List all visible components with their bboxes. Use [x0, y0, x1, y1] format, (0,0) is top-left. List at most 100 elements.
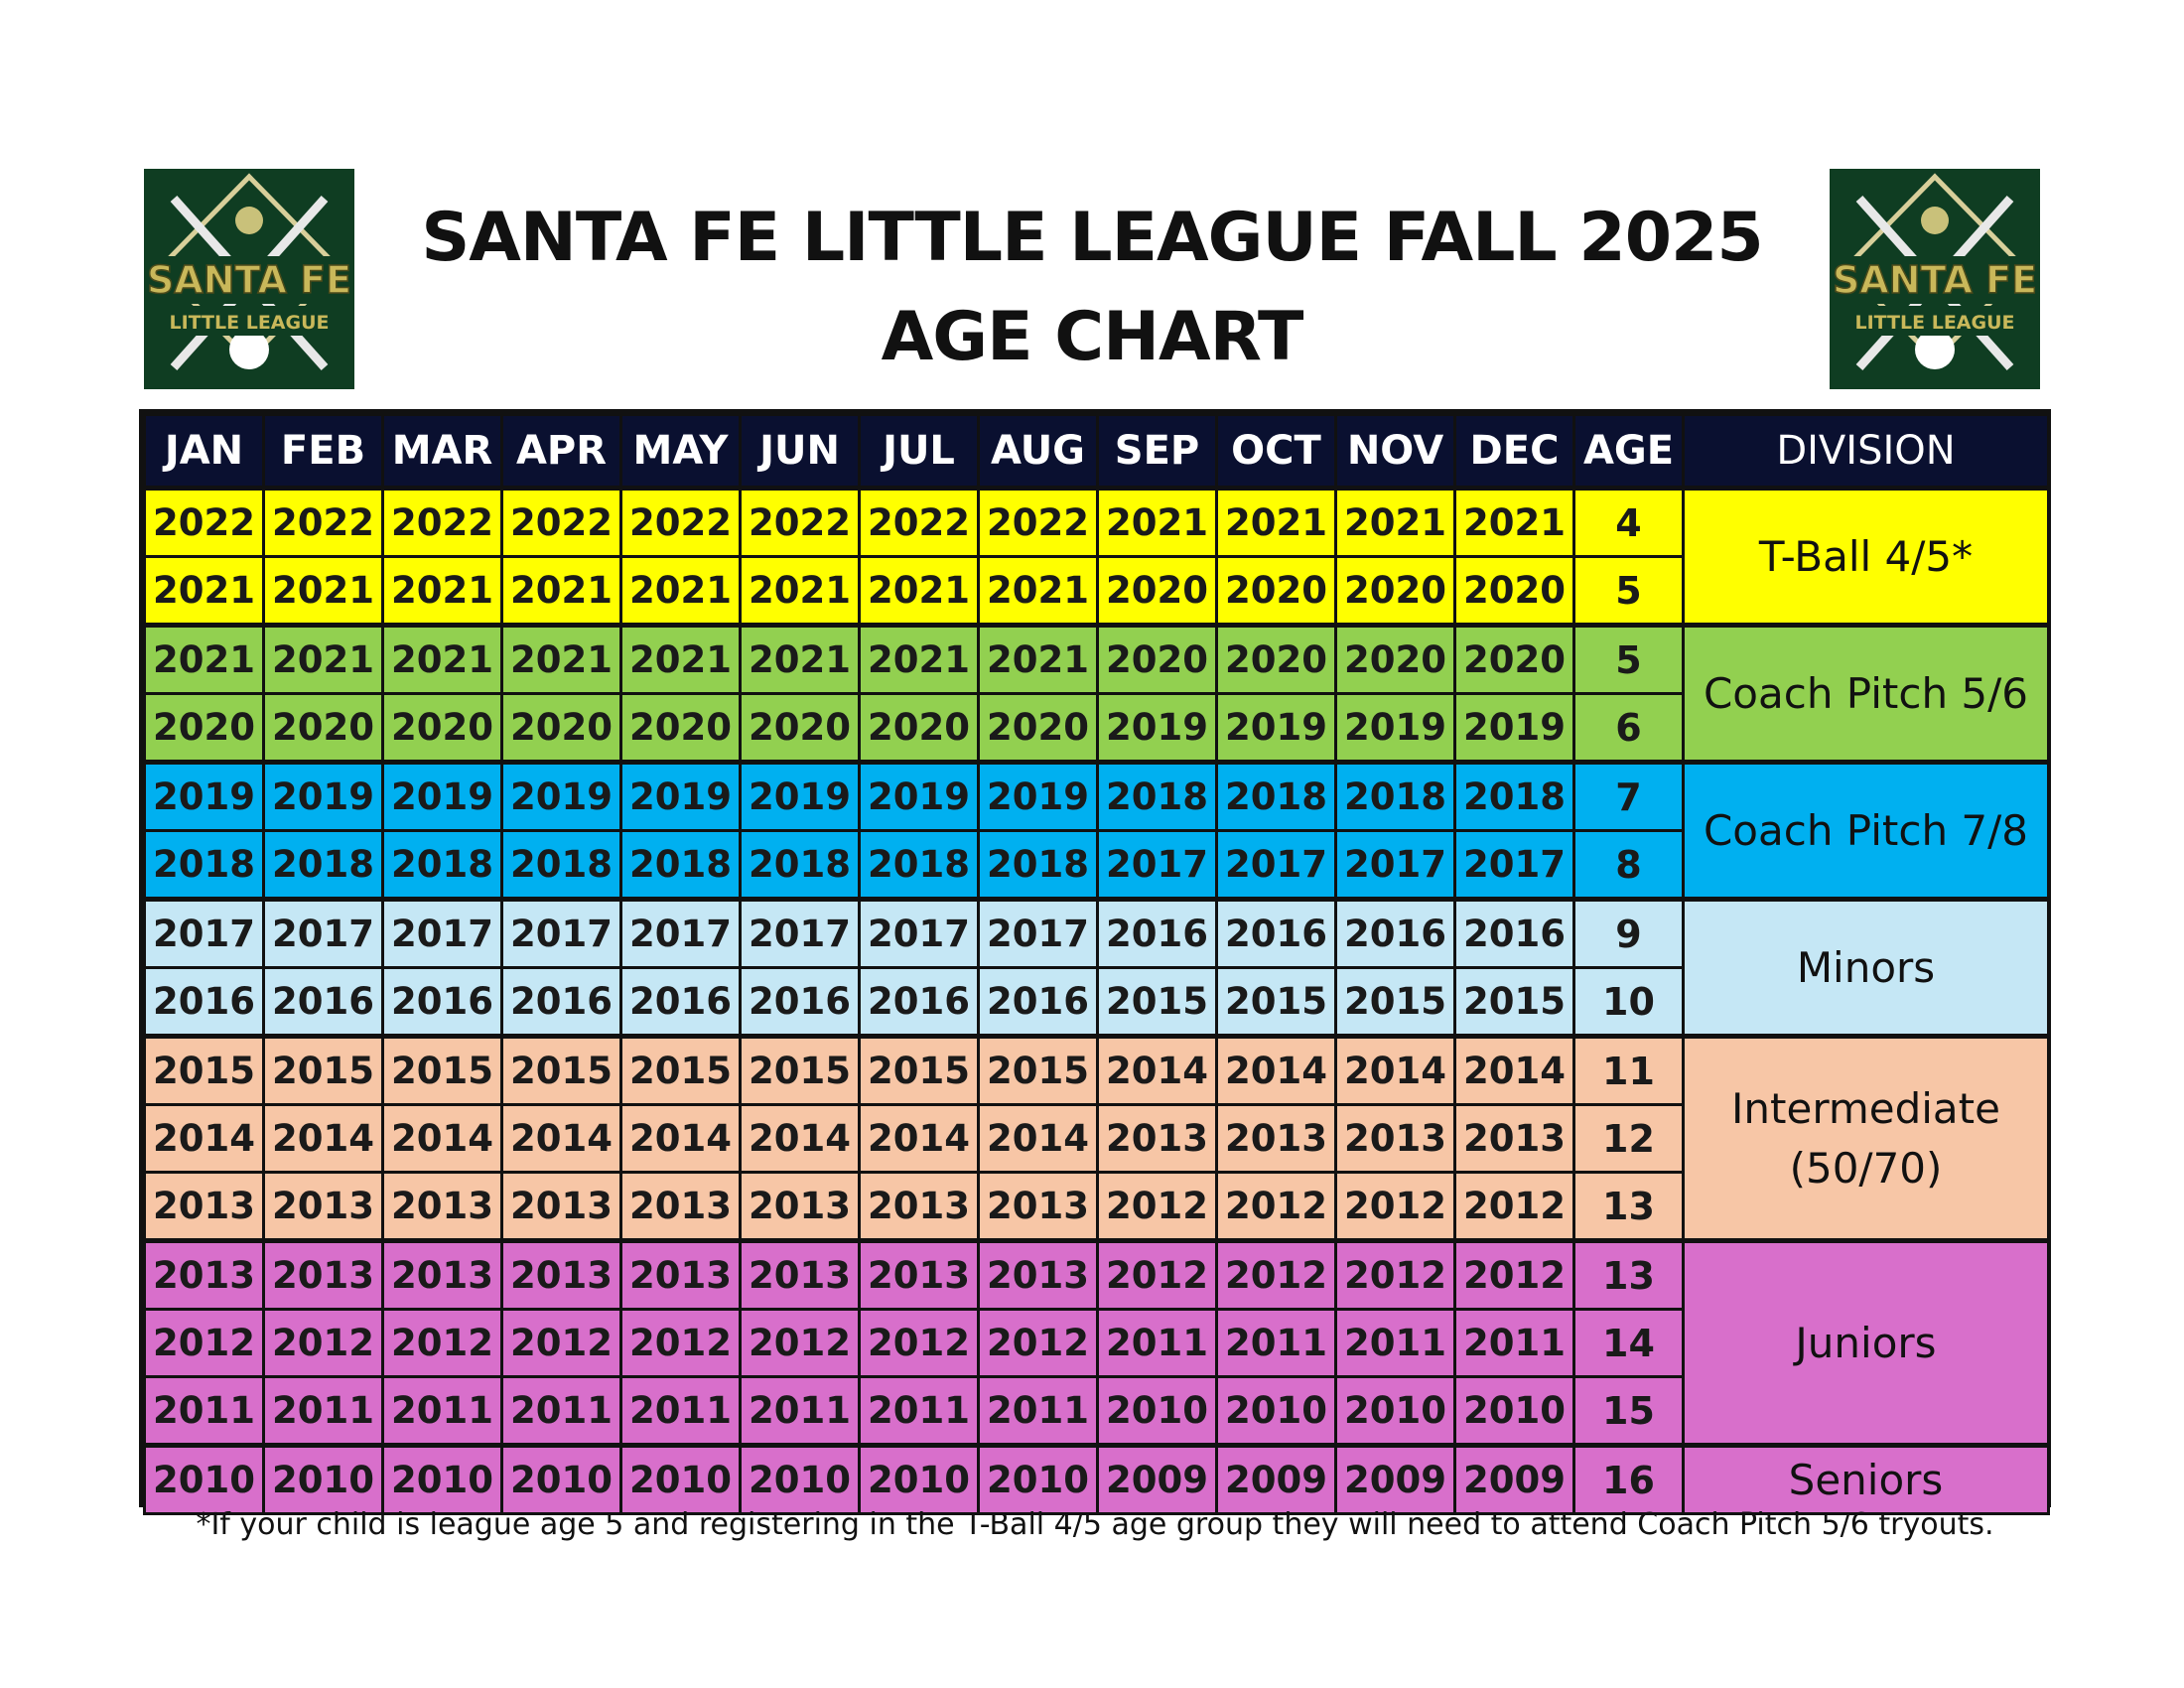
- birth-year-cell: 2021: [739, 555, 861, 627]
- birth-year-cell: 2020: [739, 692, 861, 764]
- birth-year-cell: 2018: [619, 829, 742, 901]
- birth-year-cell: 2017: [1215, 829, 1337, 901]
- birth-year-cell: 2020: [1453, 555, 1575, 627]
- birth-year-cell: 2019: [143, 760, 265, 832]
- birth-year-cell: 2019: [1334, 692, 1456, 764]
- birth-year-cell: 2019: [381, 760, 503, 832]
- birth-year-cell: 2011: [858, 1375, 980, 1447]
- division-cell: Coach Pitch 7/8: [1682, 760, 2050, 901]
- birth-year-cell: 2014: [858, 1103, 980, 1174]
- svg-text:LITTLE LEAGUE: LITTLE LEAGUE: [169, 312, 329, 334]
- division-cell: T-Ball 4/5*: [1682, 486, 2050, 627]
- header-dec: DEC: [1453, 413, 1575, 490]
- birth-year-cell: 2018: [739, 829, 861, 901]
- birth-year-cell: 2020: [1334, 555, 1456, 627]
- birth-year-cell: 2021: [1453, 486, 1575, 558]
- birth-year-cell: 2020: [500, 692, 622, 764]
- birth-year-cell: 2015: [619, 1034, 742, 1106]
- birth-year-cell: 2022: [977, 486, 1099, 558]
- birth-year-cell: 2016: [381, 966, 503, 1038]
- birth-year-cell: 2018: [143, 829, 265, 901]
- birth-year-cell: 2017: [977, 897, 1099, 969]
- birth-year-cell: 2018: [977, 829, 1099, 901]
- age-cell: 4: [1572, 486, 1685, 558]
- header-feb: FEB: [262, 413, 384, 490]
- birth-year-cell: 2018: [1334, 760, 1456, 832]
- table-row: 2021 2021 2021 2021 2021 2021 2021 2021 2020 2020…: [143, 623, 2050, 764]
- division-cell: Seniors: [1682, 1443, 2050, 1515]
- birth-year-cell: 2013: [1453, 1103, 1575, 1174]
- birth-year-cell: 2013: [1215, 1103, 1337, 1174]
- birth-year-cell: 2020: [143, 692, 265, 764]
- table-row: 2020 2020 2020 2020 2020 2020 2020 2020 2019 2019…: [143, 692, 2049, 764]
- birth-year-cell: 2021: [977, 555, 1099, 627]
- birth-year-cell: 2021: [977, 623, 1099, 695]
- birth-year-cell: 2012: [1453, 1171, 1575, 1242]
- birth-year-cell: 2015: [262, 1034, 384, 1106]
- birth-year-cell: 2017: [1096, 829, 1218, 901]
- birth-year-cell: 2022: [262, 486, 384, 558]
- footnote: *If your child is league age 5 and regis…: [196, 1507, 1994, 1542]
- header-may: MAY: [619, 413, 742, 490]
- birth-year-cell: 2010: [143, 1443, 265, 1515]
- birth-year-cell: 2009: [1096, 1443, 1218, 1515]
- birth-year-cell: 2018: [262, 829, 384, 901]
- birth-year-cell: 2013: [381, 1171, 503, 1242]
- birth-year-cell: 2021: [143, 623, 265, 695]
- birth-year-cell: 2021: [262, 555, 384, 627]
- header-oct: OCT: [1215, 413, 1337, 490]
- age-cell: 14: [1572, 1308, 1685, 1378]
- birth-year-cell: 2012: [1215, 1171, 1337, 1242]
- birth-year-cell: 2020: [619, 692, 742, 764]
- birth-year-cell: 2013: [262, 1171, 384, 1242]
- table-row: 2011 2011 2011 2011 2011 2011 2011 2011 2010 2010…: [143, 1375, 2049, 1447]
- birth-year-cell: 2022: [619, 486, 742, 558]
- table-row: 2014 2014 2014 2014 2014 2014 2014 2014 2013 2013…: [143, 1103, 2049, 1174]
- birth-year-cell: 2021: [619, 623, 742, 695]
- birth-year-cell: 2021: [500, 555, 622, 627]
- birth-year-cell: 2013: [143, 1238, 265, 1311]
- birth-year-cell: 2011: [1096, 1308, 1218, 1378]
- birth-year-cell: 2013: [739, 1238, 861, 1311]
- birth-year-cell: 2012: [619, 1308, 742, 1378]
- birth-year-cell: 2022: [381, 486, 503, 558]
- birth-year-cell: 2012: [262, 1308, 384, 1378]
- league-logo-right: SANTA FE LITTLE LEAGUE: [1830, 169, 2040, 389]
- table-row: 2013 2013 2013 2013 2013 2013 2013 2013 2012 2012…: [143, 1238, 2050, 1447]
- birth-year-cell: 2020: [262, 692, 384, 764]
- birth-year-cell: 2014: [1334, 1034, 1456, 1106]
- division-cell: Minors: [1682, 897, 2050, 1038]
- birth-year-cell: 2018: [1096, 760, 1218, 832]
- birth-year-cell: 2015: [1453, 966, 1575, 1038]
- header-age: AGE: [1572, 413, 1685, 490]
- birth-year-cell: 2020: [858, 692, 980, 764]
- birth-year-cell: 2015: [977, 1034, 1099, 1106]
- birth-year-cell: 2011: [977, 1375, 1099, 1447]
- birth-year-cell: 2010: [1215, 1375, 1337, 1447]
- birth-year-cell: 2010: [977, 1443, 1099, 1515]
- birth-year-cell: 2010: [500, 1443, 622, 1515]
- birth-year-cell: 2013: [739, 1171, 861, 1242]
- birth-year-cell: 2014: [500, 1103, 622, 1174]
- birth-year-cell: 2012: [739, 1308, 861, 1378]
- birth-year-cell: 2012: [1334, 1238, 1456, 1311]
- birth-year-cell: 2014: [262, 1103, 384, 1174]
- birth-year-cell: 2018: [858, 829, 980, 901]
- age-cell: 15: [1572, 1375, 1685, 1447]
- birth-year-cell: 2020: [1453, 623, 1575, 695]
- birth-year-cell: 2010: [858, 1443, 980, 1515]
- header-row: JAN FEB MAR APR MAY JUN JUL AUG SEP OCT NOV DEC AGE D…: [143, 413, 2050, 490]
- birth-year-cell: 2013: [143, 1171, 265, 1242]
- birth-year-cell: 2013: [977, 1171, 1099, 1242]
- birth-year-cell: 2017: [619, 897, 742, 969]
- birth-year-cell: 2010: [1453, 1375, 1575, 1447]
- birth-year-cell: 2011: [619, 1375, 742, 1447]
- birth-year-cell: 2020: [977, 692, 1099, 764]
- header-sep: SEP: [1096, 413, 1218, 490]
- birth-year-cell: 2011: [1215, 1308, 1337, 1378]
- table-row: 2010 2010 2010 2010 2010 2010 2010 2010 2009 2009…: [143, 1443, 2050, 1515]
- age-cell: 13: [1572, 1238, 1685, 1311]
- table-row: 2021 2021 2021 2021 2021 2021 2021 2021 2020 2020…: [143, 555, 2049, 627]
- table-row: 2016 2016 2016 2016 2016 2016 2016 2016 2015 2015…: [143, 966, 2049, 1038]
- birth-year-cell: 2020: [381, 692, 503, 764]
